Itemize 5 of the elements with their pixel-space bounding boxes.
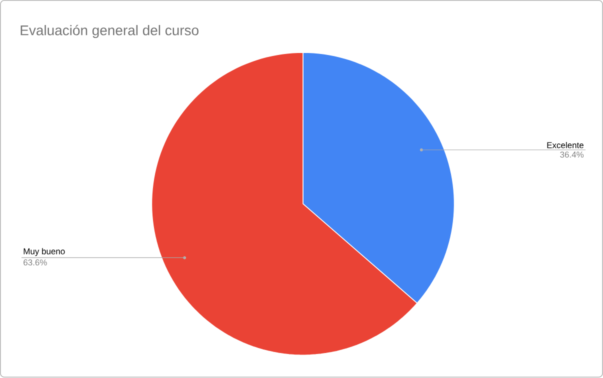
chart-title: Evaluación general del curso (20, 25, 198, 38)
data-label: 36.4% (560, 152, 584, 158)
data-label: 63.6% (24, 260, 47, 266)
slice-label: Excelente (547, 142, 584, 148)
slice-label: Muy bueno (24, 248, 65, 256)
